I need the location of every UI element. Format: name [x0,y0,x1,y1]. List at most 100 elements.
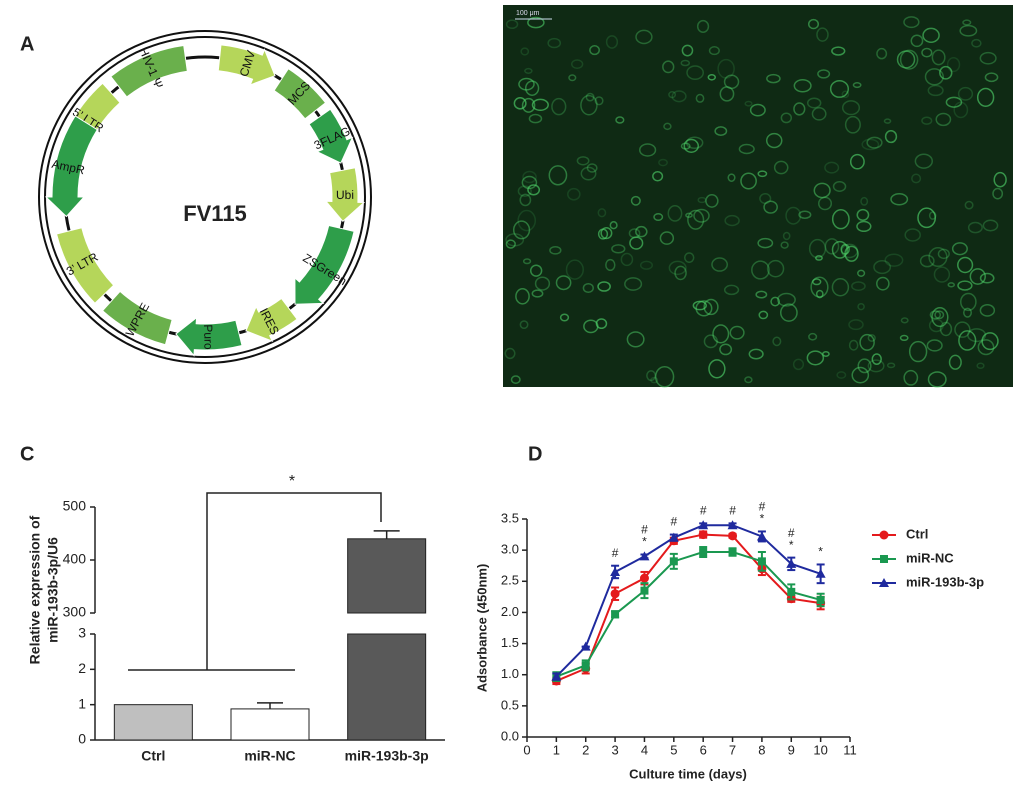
cell [963,307,972,318]
plasmid-feature [308,108,354,164]
cell [674,265,687,281]
plasmid-feature-label: Puro [201,324,215,350]
cell [708,46,720,56]
marker [728,531,738,541]
cell [662,60,675,74]
cell [777,292,796,307]
cell [510,375,521,384]
cell [765,132,783,149]
y-tick-label: 1.0 [501,666,519,681]
cell [534,276,551,291]
cell [773,160,789,175]
cell [531,289,544,298]
cell [548,165,568,186]
cell [683,252,695,263]
cell [957,256,974,274]
cell [680,59,691,67]
cell [992,187,1004,200]
legend-marker [880,555,888,563]
cell [831,209,850,230]
cell [859,333,875,351]
cell [687,209,705,230]
significance-label: * [818,545,823,559]
cell [948,354,962,370]
y-axis-label: Relative expression of [27,515,43,664]
marker [786,558,797,568]
cell [723,74,740,90]
cell [873,260,892,275]
cell [522,258,532,265]
cell [792,358,805,371]
y-tick-label: 2.5 [501,573,519,588]
cell [928,246,948,268]
cell [831,46,846,56]
cell [589,45,600,56]
cell [951,242,968,256]
cell [785,206,802,225]
cell [824,238,840,255]
cell [671,90,687,103]
cell [811,278,822,286]
cell [841,100,861,116]
cell [597,208,607,218]
panel-label: A [20,33,34,55]
cell [565,259,584,280]
cell [903,369,919,386]
cell [811,106,827,121]
cell [857,358,872,374]
plasmid-feature [55,227,115,304]
cell [620,252,634,267]
cell [934,310,945,320]
cell [876,47,888,60]
cell [600,227,613,240]
cell [815,289,824,299]
cell [946,57,961,73]
cell [580,166,597,181]
cell [848,319,864,331]
x-tick-label: 11 [843,742,857,757]
cell [505,19,519,30]
cell [724,214,740,227]
cell [653,212,664,222]
cell [793,102,806,116]
cell [683,138,700,153]
cell [723,284,740,296]
marker [668,532,679,542]
cell [926,339,943,352]
cell [813,182,831,199]
x-tick-label: 9 [788,742,795,757]
legend-label: miR-NC [906,550,954,565]
cell [919,254,935,268]
plasmid-feature [44,115,98,218]
series-line [555,533,821,682]
plasmid-ring [38,30,372,364]
cell [860,196,869,206]
cell [527,16,545,29]
significance-label: * [760,512,765,526]
cell [921,47,933,58]
x-tick-label: 7 [729,742,736,757]
cell [524,67,533,74]
marker [756,531,767,541]
marker [816,595,825,604]
bar [347,538,427,614]
cell [719,86,735,102]
y-tick-label: 3.5 [501,510,519,525]
cell [817,69,831,79]
cell [585,92,595,102]
x-tick-label: miR-NC [244,748,295,764]
cell [559,313,570,322]
cell [659,231,675,245]
marker [728,548,737,557]
cell [567,187,581,201]
marker [669,557,678,566]
cell [840,243,850,255]
cell [759,193,772,205]
cell [707,73,716,81]
x-axis-label: Culture time (days) [629,766,747,781]
cell [744,376,753,384]
cell [977,339,995,356]
cell [931,49,946,66]
cell [780,112,793,124]
